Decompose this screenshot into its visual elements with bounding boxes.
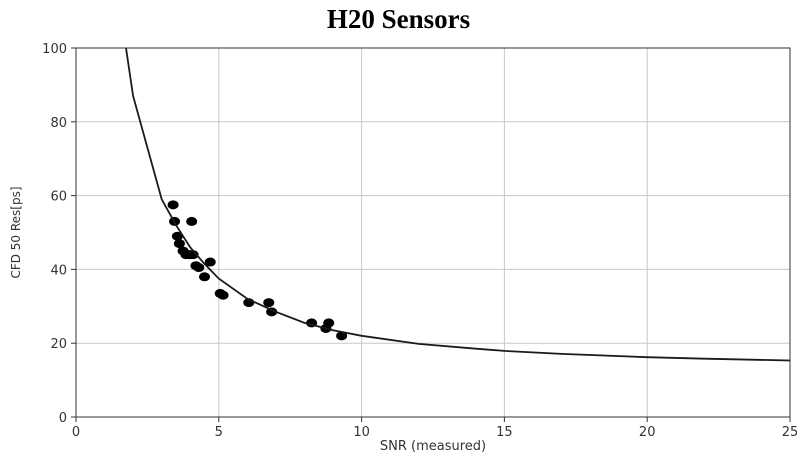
chart-title: H20 Sensors (326, 4, 471, 34)
y-tick-label: 80 (50, 116, 67, 131)
grid-lines (75, 47, 791, 418)
y-axis-ticks: 0 20 40 60 80 100 (42, 42, 76, 426)
data-point (336, 331, 348, 341)
x-tick-label: 5 (215, 425, 223, 440)
y-axis-label: CFD 50 Res[ps] (9, 186, 23, 278)
axes (75, 47, 791, 418)
data-point (217, 290, 229, 300)
y-tick-label: 0 (59, 411, 67, 426)
plot-frame (75, 47, 791, 418)
data-point (186, 216, 198, 226)
data-point (187, 250, 199, 260)
data-point (263, 298, 275, 308)
data-point (173, 239, 185, 249)
data-point (199, 272, 211, 282)
data-point (167, 200, 179, 210)
x-tick-label: 20 (639, 425, 656, 440)
x-tick-label: 10 (353, 425, 370, 440)
y-tick-label: 60 (50, 190, 67, 205)
x-tick-label: 15 (496, 425, 513, 440)
fit-curve-line (125, 47, 791, 362)
y-tick-label: 100 (42, 42, 67, 57)
x-tick-label: 25 (782, 425, 797, 440)
data-series (125, 47, 791, 362)
y-tick-label: 20 (50, 337, 67, 352)
data-point (204, 257, 216, 267)
data-point (193, 263, 205, 273)
x-tick-label: 0 (72, 425, 80, 440)
data-point (171, 231, 183, 241)
data-point (323, 318, 335, 328)
x-axis-label: SNR (measured) (380, 439, 486, 454)
x-axis-ticks: 0 5 10 15 20 25 (72, 417, 797, 440)
y-tick-label: 40 (50, 263, 67, 278)
